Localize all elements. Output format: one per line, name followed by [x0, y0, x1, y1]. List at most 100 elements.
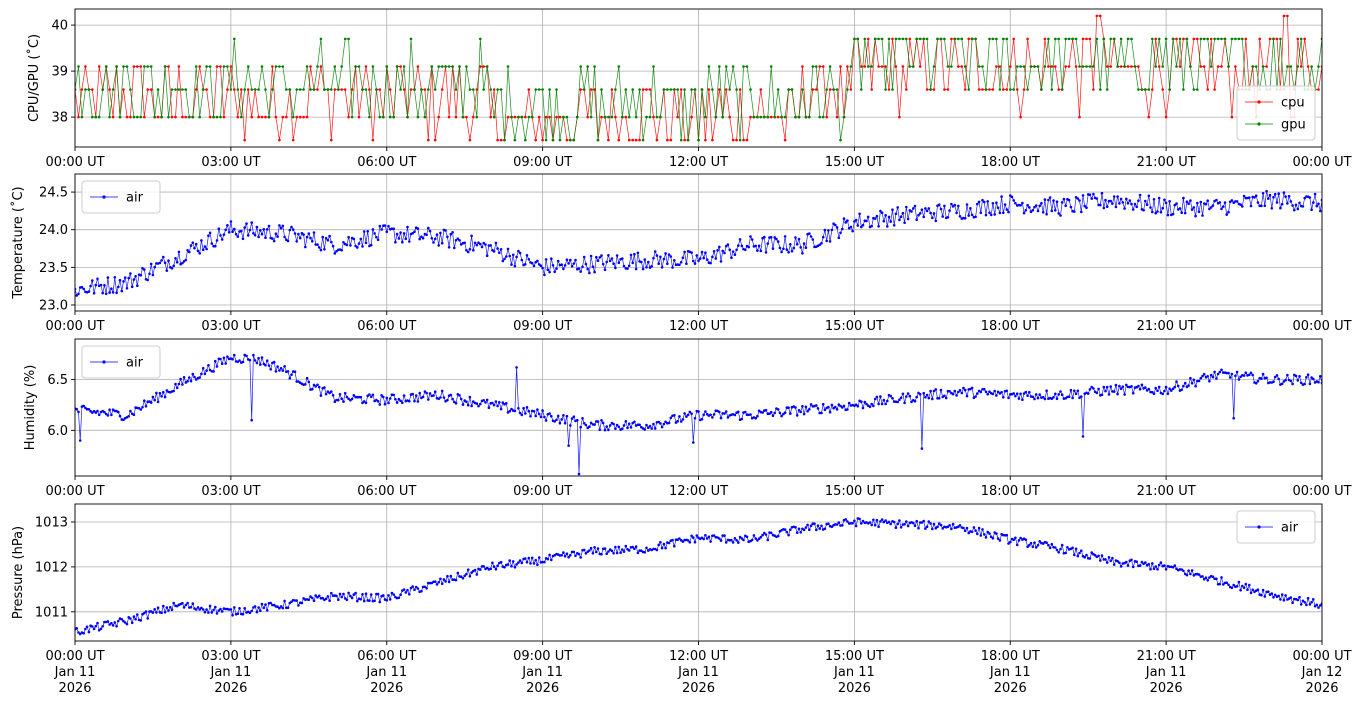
data-point: [958, 524, 962, 527]
data-point: [584, 552, 588, 555]
data-point: [768, 412, 771, 416]
data-point: [181, 383, 184, 386]
data-point: [442, 396, 446, 399]
data-point: [643, 258, 647, 261]
data-point: [437, 580, 441, 584]
data-point: [184, 115, 188, 119]
data-point: [508, 409, 512, 413]
data-point: [1029, 65, 1033, 68]
data-point: [1005, 37, 1009, 41]
legend-label-air: air: [126, 356, 144, 371]
data-point: [894, 212, 898, 216]
data-point: [986, 393, 989, 396]
x-tick-year: 2026: [1305, 681, 1338, 696]
data-point: [373, 599, 376, 603]
data-point: [626, 426, 629, 430]
data-point: [712, 413, 716, 416]
data-point: [1093, 554, 1097, 557]
data-point: [841, 524, 844, 527]
data-point: [873, 397, 877, 401]
data-point: [378, 115, 382, 119]
data-point: [721, 249, 724, 253]
data-point: [359, 237, 363, 241]
data-point: [1175, 202, 1178, 205]
data-point: [555, 115, 558, 119]
data-point: [1234, 37, 1237, 41]
data-point: [1097, 387, 1100, 391]
data-point: [416, 227, 420, 230]
data-point: [1215, 577, 1218, 581]
data-point: [695, 254, 699, 257]
data-point: [1254, 65, 1258, 68]
data-point: [212, 608, 215, 612]
data-point: [1041, 395, 1045, 399]
data-point: [801, 88, 804, 91]
data-point: [981, 528, 984, 531]
data-point: [577, 267, 581, 270]
data-point: [1000, 195, 1003, 198]
data-point: [1078, 65, 1081, 68]
data-point: [525, 406, 529, 409]
data-point: [873, 37, 877, 41]
data-point: [106, 620, 110, 623]
data-point: [305, 65, 309, 68]
data-point: [317, 594, 321, 598]
data-point: [352, 237, 356, 241]
data-point: [323, 88, 326, 91]
data-point: [1202, 37, 1206, 41]
data-point: [1308, 196, 1312, 199]
data-point: [957, 390, 960, 394]
data-point: [828, 88, 832, 91]
data-point: [260, 115, 264, 119]
data-point: [496, 138, 499, 142]
data-point: [548, 88, 551, 91]
data-point: [369, 395, 373, 399]
data-point: [877, 402, 880, 406]
data-point: [1202, 65, 1206, 68]
data-point: [1232, 583, 1235, 587]
data-point: [1080, 210, 1083, 214]
data-point: [479, 568, 482, 571]
data-point: [246, 234, 250, 237]
data-point: [125, 622, 129, 626]
data-point: [697, 410, 700, 413]
data-point: [149, 401, 153, 404]
data-point: [1060, 393, 1064, 397]
data-point: [1230, 115, 1234, 119]
data-point: [399, 65, 402, 68]
data-point: [556, 259, 560, 263]
data-point: [444, 229, 447, 232]
data-point: [1182, 569, 1185, 573]
data-point: [1182, 196, 1185, 200]
data-point: [617, 65, 621, 68]
data-point: [311, 596, 314, 600]
data-point: [470, 571, 473, 574]
data-point: [378, 224, 382, 228]
x-tick-label: 03:00 UT: [201, 649, 260, 664]
data-point: [769, 65, 773, 68]
data-point: [499, 88, 503, 91]
data-point: [733, 413, 737, 417]
data-point: [970, 530, 974, 534]
data-point: [446, 398, 449, 402]
data-point: [524, 412, 527, 415]
data-point: [1242, 194, 1246, 198]
data-point: [1294, 203, 1298, 207]
data-point: [804, 246, 808, 249]
data-point: [880, 65, 884, 68]
data-point: [692, 536, 695, 539]
data-point: [1118, 561, 1121, 564]
data-point: [1260, 377, 1263, 380]
data-point: [776, 534, 780, 538]
data-point: [783, 235, 787, 238]
data-point: [853, 37, 856, 41]
x-tick-date: Jan 11: [365, 665, 407, 680]
legend-marker-air: [102, 195, 106, 199]
data-point: [1057, 212, 1060, 215]
data-point: [927, 520, 931, 523]
data-point: [163, 610, 167, 614]
data-point: [1157, 385, 1161, 389]
data-point: [111, 291, 115, 294]
data-point: [1066, 546, 1069, 549]
